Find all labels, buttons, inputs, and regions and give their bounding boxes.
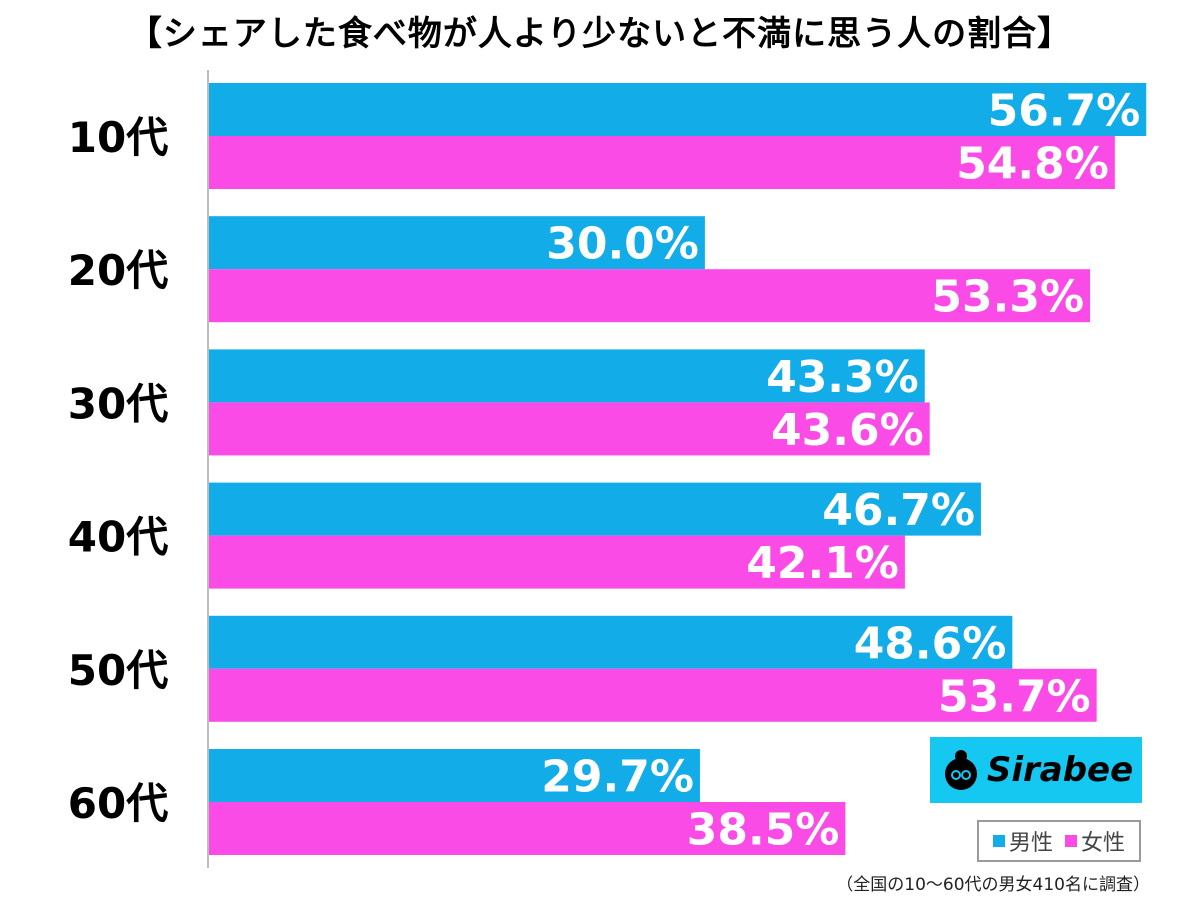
data-label-female: 53.7% (938, 671, 1091, 722)
data-label-male: 48.6% (854, 618, 1007, 669)
data-label-male: 30.0% (546, 219, 699, 270)
bar-male (209, 83, 1147, 136)
data-label-male: 29.7% (541, 752, 694, 803)
category-label: 50代 (68, 646, 168, 695)
bar-female (209, 136, 1115, 189)
bar-male (209, 482, 981, 536)
survey-footnote: （全国の10～60代の男女410名に調査） (836, 875, 1150, 895)
data-label-female: 43.6% (771, 405, 924, 456)
legend-label-female: 女性 (1081, 831, 1126, 856)
sirabee-logo: Sirabee (930, 737, 1142, 803)
bar-male (209, 349, 925, 403)
bar-female (209, 269, 1091, 323)
category-label: 60代 (68, 779, 168, 828)
legend-item-male: 男性 (992, 825, 1053, 857)
data-label-female: 54.8% (956, 139, 1109, 190)
data-label-male: 43.3% (766, 352, 919, 403)
legend: 男性 女性 (977, 820, 1141, 862)
bar-female (209, 535, 905, 589)
data-label-male: 46.7% (822, 485, 975, 536)
category-label: 10代 (68, 113, 168, 162)
bar-male (209, 216, 705, 270)
bar-male (209, 749, 700, 802)
legend-item-female: 女性 (1065, 825, 1125, 857)
logo-text: Sirabee (986, 750, 1134, 790)
chart-title: 【シェアした食べ物が人より少ないと不満に思う人の割合】 (127, 14, 1073, 54)
bar-female (209, 402, 930, 456)
sirabee-logo-icon (944, 750, 977, 790)
bar-female (209, 802, 846, 855)
data-label-female: 38.5% (687, 805, 840, 856)
legend-swatch-female (1065, 835, 1077, 847)
bar-female (209, 668, 1097, 722)
category-label: 40代 (68, 513, 168, 562)
data-label-female: 53.3% (931, 272, 1084, 323)
data-label-male: 56.7% (988, 86, 1141, 137)
category-label: 20代 (68, 246, 168, 295)
legend-swatch-male (992, 835, 1005, 847)
category-label: 30代 (68, 379, 168, 428)
bar-male (209, 615, 1013, 669)
data-label-female: 42.1% (746, 538, 899, 589)
legend-label-male: 男性 (1008, 831, 1053, 856)
